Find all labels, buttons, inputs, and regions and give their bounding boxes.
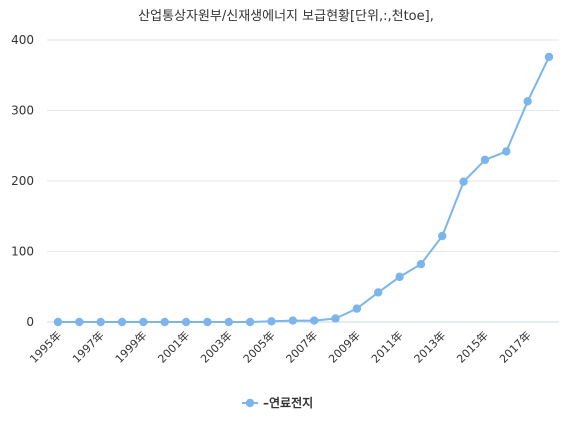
x-tick-label-1997年: 1997年 bbox=[69, 328, 106, 365]
x-tick-label-1999年: 1999年 bbox=[112, 328, 149, 365]
data-point-2015年[interactable] bbox=[480, 155, 490, 165]
data-point-1997年[interactable] bbox=[96, 317, 105, 327]
data-point-2006年[interactable] bbox=[288, 316, 298, 325]
data-point-2017年[interactable] bbox=[523, 97, 532, 106]
data-point-2011年[interactable] bbox=[395, 272, 404, 282]
series-line-0 bbox=[58, 56, 550, 323]
data-point-1999年[interactable] bbox=[139, 317, 148, 327]
y-tick-label-0: 0 bbox=[26, 315, 34, 329]
data-point-2018年[interactable] bbox=[544, 52, 554, 62]
x-tick-label-2017年: 2017年 bbox=[496, 328, 533, 365]
x-tick-label-2005年: 2005年 bbox=[240, 328, 277, 365]
data-point-1998年[interactable] bbox=[117, 317, 127, 327]
data-point-2003年[interactable] bbox=[224, 317, 233, 327]
data-point-2001年[interactable] bbox=[181, 317, 191, 327]
x-tick-label-2003年: 2003年 bbox=[197, 328, 234, 365]
x-tick-label-1995年: 1995年 bbox=[27, 328, 64, 365]
data-point-2004年[interactable] bbox=[245, 317, 255, 327]
data-point-2007年[interactable] bbox=[309, 316, 319, 325]
data-point-2010年[interactable] bbox=[374, 288, 383, 297]
data-point-1996年[interactable] bbox=[75, 317, 84, 327]
data-point-2002年[interactable] bbox=[203, 317, 212, 327]
data-point-2013年[interactable] bbox=[438, 231, 447, 241]
data-point-2014年[interactable] bbox=[459, 177, 468, 186]
data-point-1995年[interactable] bbox=[53, 317, 63, 327]
x-tick-label-2013年: 2013年 bbox=[411, 328, 448, 365]
legend-label[interactable]: –연료전지 bbox=[263, 395, 313, 410]
data-point-2016年[interactable] bbox=[502, 147, 511, 156]
data-point-2000年[interactable] bbox=[160, 317, 169, 327]
data-point-2012年[interactable] bbox=[416, 259, 426, 269]
x-tick-label-2001年: 2001年 bbox=[155, 328, 192, 365]
data-point-2008年[interactable] bbox=[331, 314, 340, 323]
data-point-2005年[interactable] bbox=[267, 317, 276, 326]
x-tick-label-2011年: 2011年 bbox=[368, 328, 405, 365]
y-tick-label-400: 400 bbox=[11, 33, 34, 47]
x-tick-label-2015年: 2015年 bbox=[454, 328, 491, 365]
y-tick-label-300: 300 bbox=[11, 104, 34, 118]
chart-title: 산업통상자원부/신재생에너지 보급현황[단위,:,천toe], bbox=[138, 9, 434, 24]
legend-marker[interactable] bbox=[245, 398, 255, 408]
y-tick-label-200: 200 bbox=[11, 174, 34, 188]
y-tick-label-100: 100 bbox=[11, 245, 34, 259]
data-point-2009年[interactable] bbox=[352, 304, 362, 313]
x-tick-label-2009年: 2009年 bbox=[326, 328, 363, 365]
x-tick-label-2007年: 2007年 bbox=[283, 328, 320, 365]
